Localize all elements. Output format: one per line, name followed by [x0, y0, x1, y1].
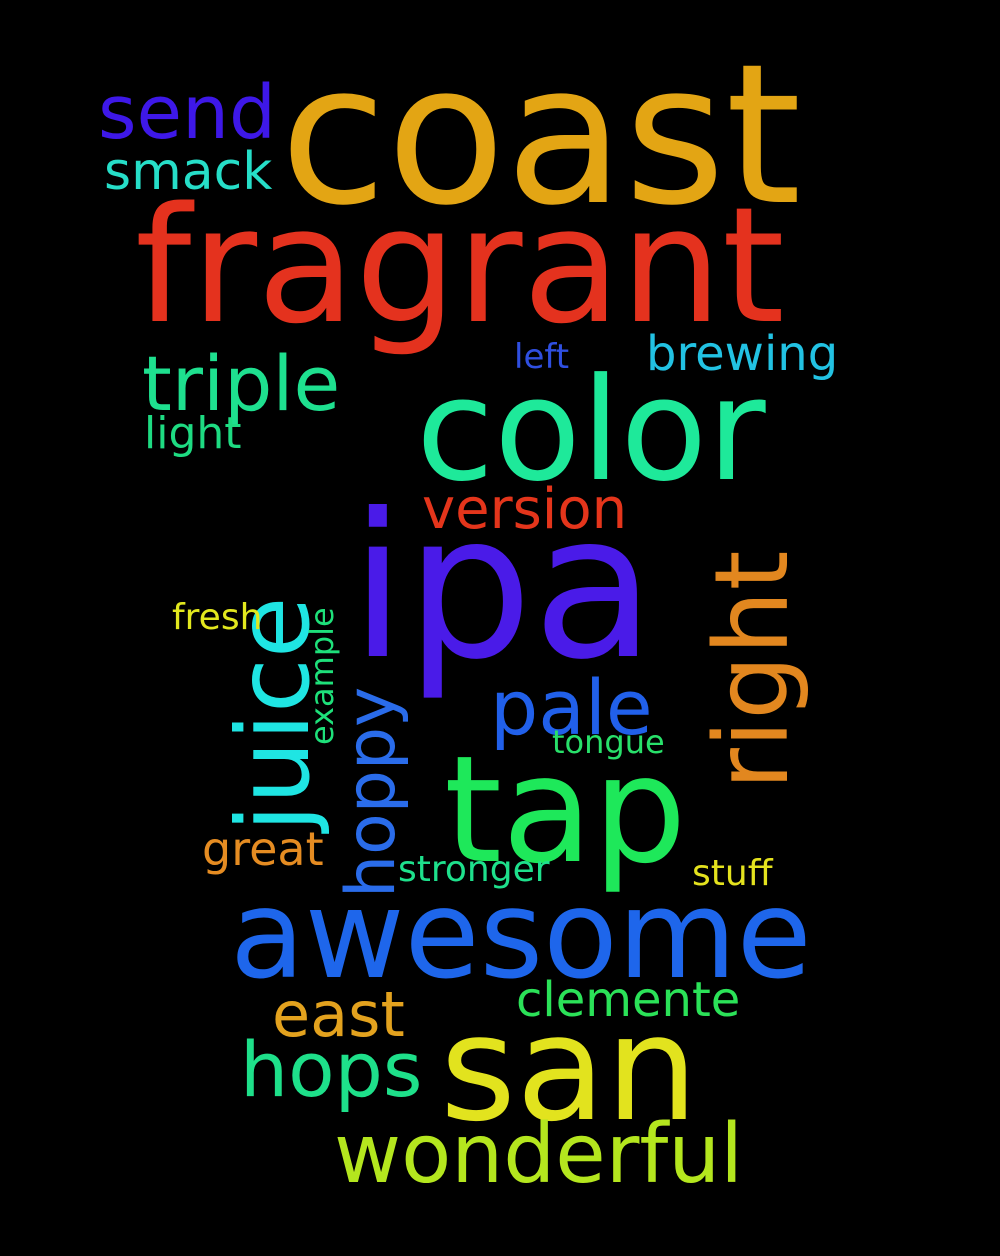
word-right: right: [693, 550, 812, 790]
word-ipa: ipa: [350, 471, 656, 704]
word-left: left: [514, 337, 570, 377]
word-color: color: [416, 348, 766, 513]
word-brewing: brewing: [646, 326, 839, 382]
word-clemente: clemente: [516, 972, 741, 1028]
word-version: version: [422, 477, 628, 542]
word-san: san: [440, 984, 699, 1154]
word-wonderful: wonderful: [334, 1107, 744, 1202]
word-fresh: fresh: [172, 597, 263, 638]
word-send: send: [98, 70, 276, 156]
word-stronger: stronger: [398, 849, 550, 890]
word-tongue: tongue: [552, 723, 665, 761]
word-stuff: stuff: [692, 853, 773, 894]
word-east: east: [272, 978, 405, 1051]
word-hops: hops: [240, 1025, 423, 1114]
word-tap: tap: [444, 724, 687, 896]
word-coast: coast: [280, 22, 802, 248]
word-fragrant: fragrant: [135, 172, 785, 359]
word-great: great: [202, 822, 324, 876]
word-triple: triple: [142, 339, 341, 428]
word-awesome: awesome: [230, 864, 812, 1006]
word-smack: smack: [104, 142, 273, 202]
word-pale: pale: [490, 663, 653, 752]
word-light: light: [144, 408, 242, 459]
